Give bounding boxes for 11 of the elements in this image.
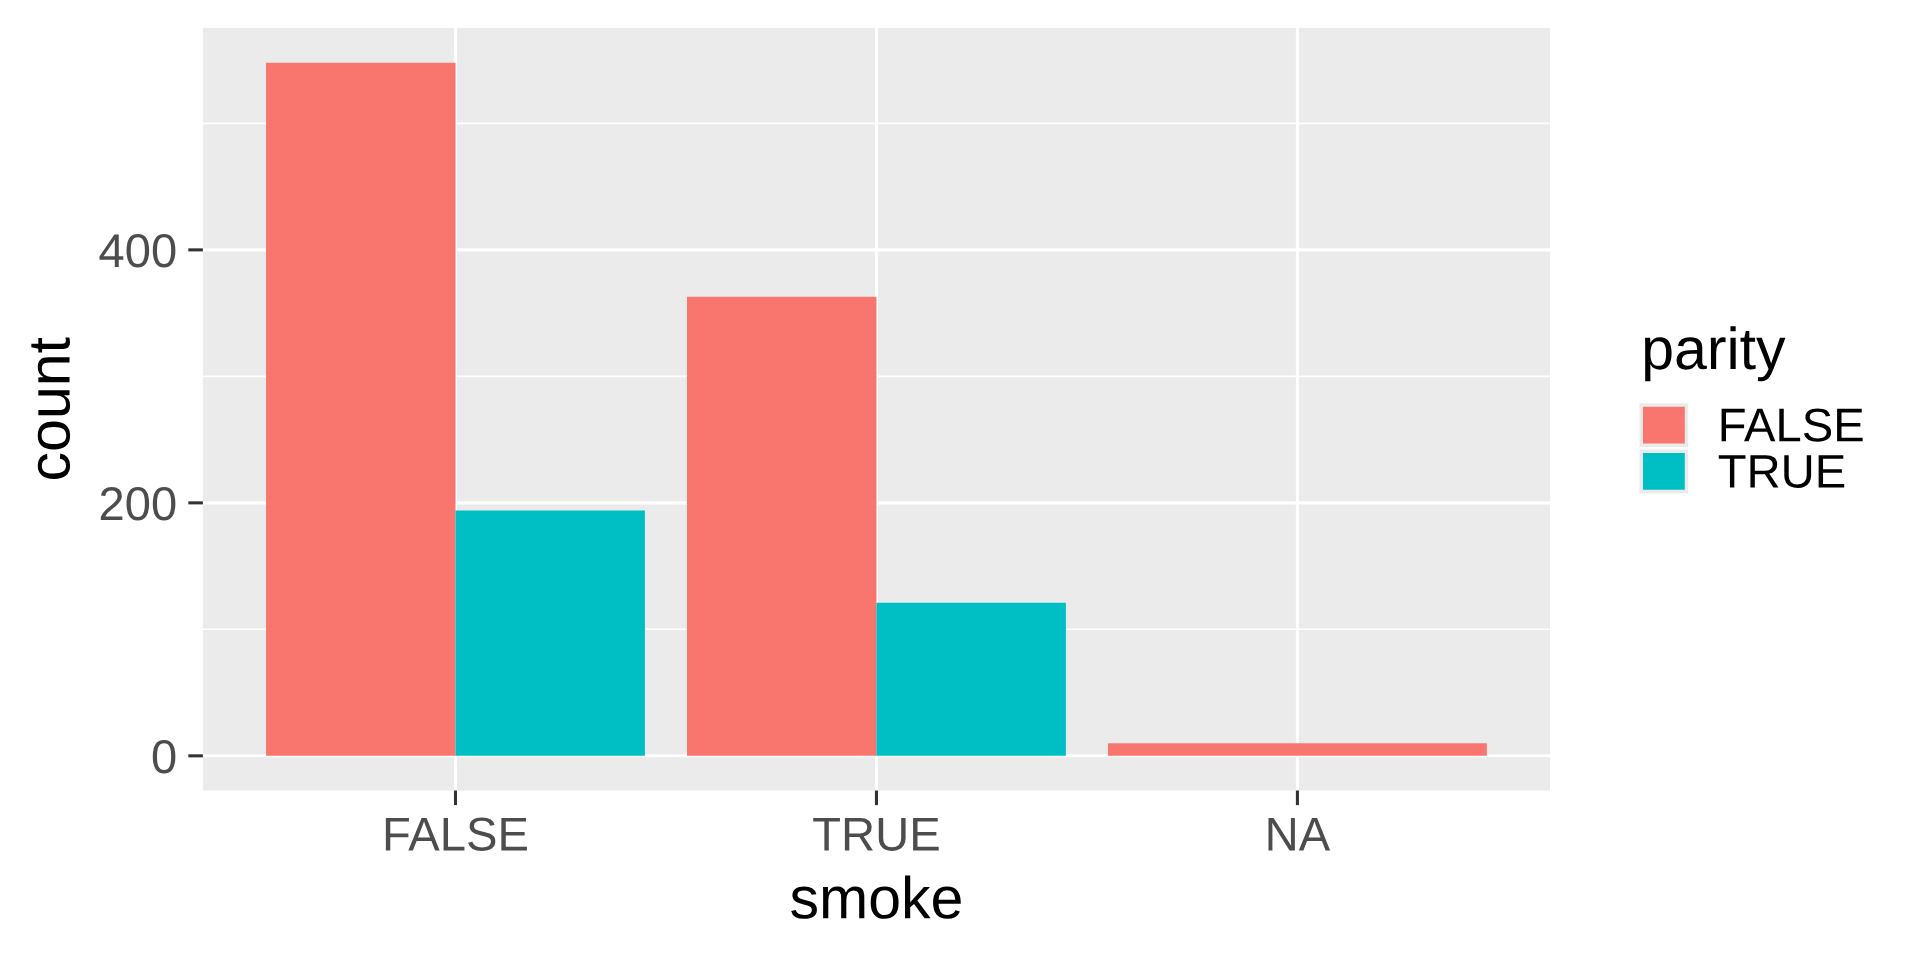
legend-label: FALSE [1721,408,1863,442]
x-axis-title: smoke [791,875,961,919]
x-tick-label: NA [1268,817,1331,851]
x-tick-label: TRUE [813,817,939,851]
legend-label: TRUE [1718,455,1845,489]
y-tick-label: 0 [152,739,176,774]
y-axis-title: count [31,337,71,479]
y-tick-label: 200 [100,486,176,521]
y-tick-label: 400 [99,234,176,268]
x-tick-label: FALSE [385,817,527,851]
legend-title: parity [1645,326,1786,382]
